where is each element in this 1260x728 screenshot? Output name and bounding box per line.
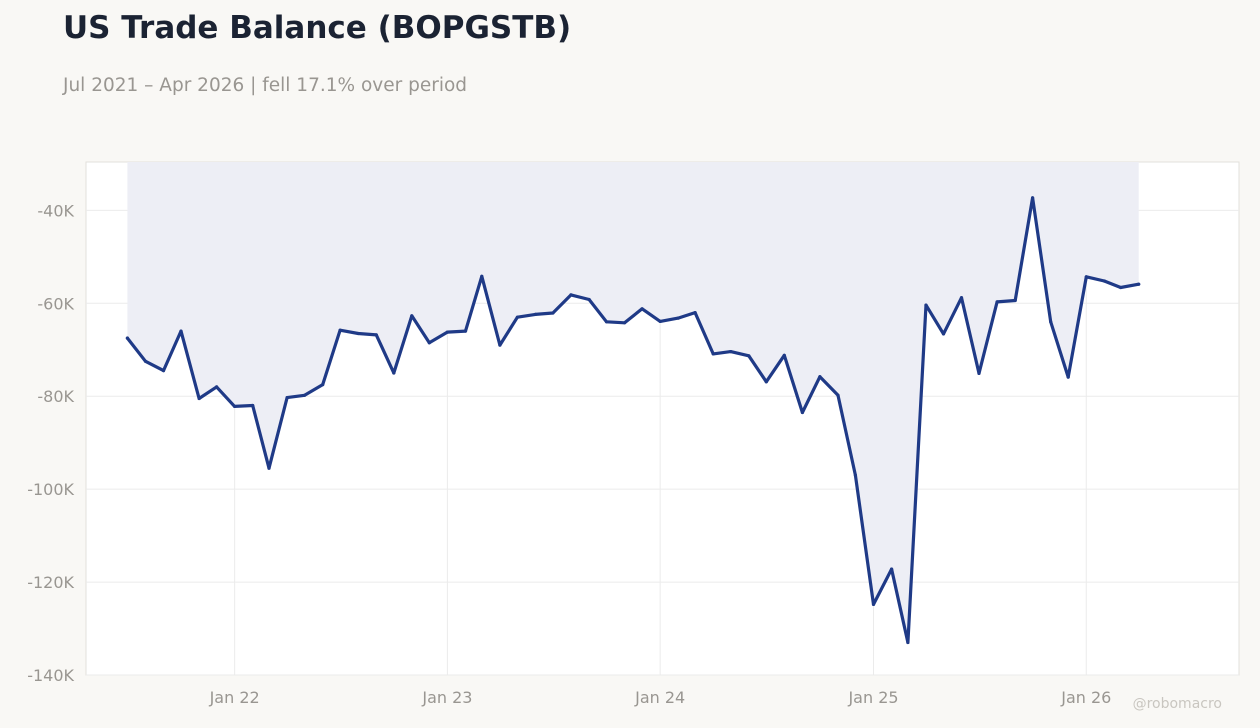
- y-tick-label: -80K: [37, 387, 74, 406]
- data-point: [782, 353, 786, 357]
- x-tick-label: Jan 24: [634, 688, 685, 707]
- data-point: [392, 371, 396, 375]
- data-point: [711, 352, 715, 356]
- data-point: [179, 329, 183, 333]
- data-point: [427, 341, 431, 345]
- data-point: [890, 567, 894, 571]
- data-point: [604, 320, 609, 324]
- data-point: [640, 307, 644, 311]
- x-tick-label: Jan 26: [1060, 688, 1111, 707]
- data-point: [853, 473, 858, 477]
- data-point: [251, 403, 255, 408]
- data-point: [623, 321, 627, 325]
- data-point: [995, 300, 999, 304]
- data-point: [1031, 196, 1035, 200]
- data-point: [303, 393, 307, 397]
- series-area-fill: [127, 162, 1139, 643]
- data-point: [818, 375, 822, 379]
- y-tick-label: -120K: [27, 573, 74, 592]
- data-point: [161, 369, 166, 373]
- data-point: [374, 333, 378, 337]
- data-point: [747, 354, 751, 358]
- watermark: @robomacro: [1132, 696, 1222, 712]
- data-point: [285, 396, 289, 400]
- y-tick-label: -140K: [27, 666, 74, 685]
- data-point: [267, 466, 271, 470]
- data-point: [1102, 279, 1106, 283]
- data-point: [515, 315, 520, 319]
- series-line: [125, 196, 1141, 645]
- data-point: [693, 311, 697, 315]
- data-point: [871, 602, 876, 607]
- y-tick-label: -40K: [37, 201, 74, 220]
- x-tick-label: Jan 25: [847, 688, 898, 707]
- data-point: [658, 319, 662, 323]
- data-point: [338, 328, 342, 332]
- data-point: [729, 350, 733, 354]
- y-tick-label: -100K: [27, 480, 74, 499]
- data-point: [480, 274, 484, 278]
- data-point: [1066, 375, 1070, 379]
- data-point: [356, 331, 360, 336]
- data-point: [410, 314, 414, 318]
- data-point: [1013, 298, 1017, 303]
- data-point: [906, 640, 910, 645]
- x-tick-label: Jan 23: [421, 688, 472, 707]
- data-point: [215, 385, 219, 389]
- data-point: [463, 329, 468, 333]
- data-point: [836, 393, 840, 397]
- data-point: [800, 410, 805, 415]
- data-point: [941, 332, 946, 336]
- data-point: [977, 371, 981, 375]
- data-point: [1137, 282, 1141, 286]
- data-point: [924, 303, 928, 307]
- data-point: [764, 380, 768, 384]
- y-tick-label: -60K: [37, 294, 74, 313]
- data-point: [1049, 320, 1053, 324]
- data-point: [197, 396, 201, 401]
- chart-title: US Trade Balance (BOPGSTB): [63, 10, 572, 46]
- data-point: [233, 404, 237, 408]
- data-point: [569, 293, 573, 297]
- data-point: [125, 336, 129, 340]
- data-point: [676, 316, 680, 320]
- data-point: [498, 343, 502, 347]
- data-point: [551, 311, 555, 315]
- chart-subtitle: Jul 2021 – Apr 2026 | fell 17.1% over pe…: [63, 75, 468, 96]
- data-point: [587, 297, 591, 302]
- x-tick-label: Jan 22: [209, 688, 260, 707]
- data-point: [959, 296, 964, 300]
- data-point: [321, 383, 325, 387]
- data-point: [1119, 285, 1123, 290]
- data-point: [1084, 275, 1088, 279]
- data-point: [533, 312, 538, 316]
- data-point: [143, 359, 148, 363]
- data-point: [445, 330, 449, 334]
